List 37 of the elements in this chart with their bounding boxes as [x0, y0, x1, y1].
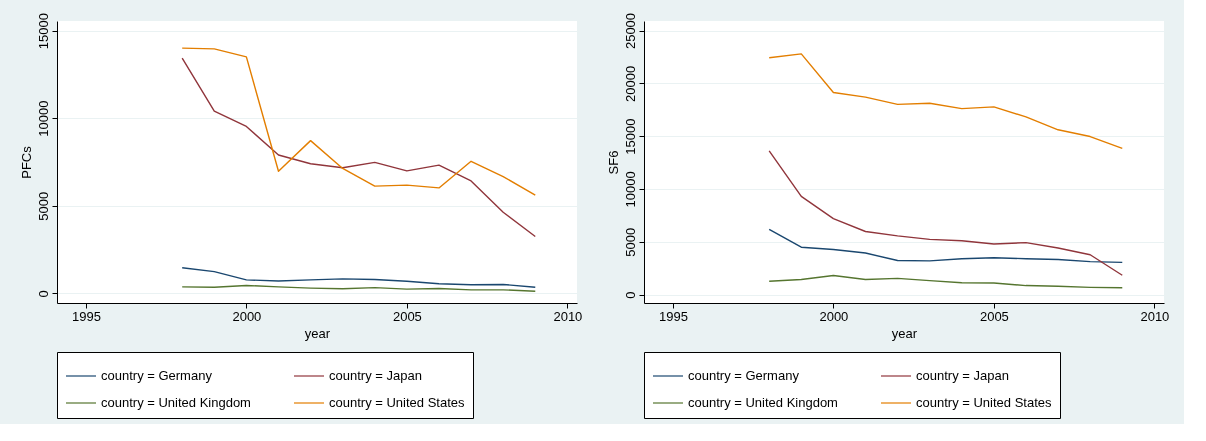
x-tick-label: 2005: [392, 308, 422, 324]
legend-label: country = United States: [329, 395, 465, 410]
line-series: [181, 57, 536, 238]
y-tick-label: 0: [622, 291, 638, 299]
x-tick-label: 2000: [232, 308, 262, 324]
line-series: [181, 47, 536, 196]
line-series: [768, 274, 1123, 289]
y-tick-label: 0: [35, 290, 51, 298]
x-axis-title: year: [891, 325, 918, 341]
y-tick-label: 25000: [622, 12, 638, 50]
y-tick-label: 10000: [35, 100, 51, 137]
x-tick-label: 1995: [71, 308, 101, 324]
x-tick-label: 2000: [819, 308, 849, 324]
legend-label: country = Japan: [329, 368, 422, 383]
legend-label: country = United Kingdom: [688, 395, 838, 410]
y-tick-label: 20000: [622, 65, 638, 102]
y-tick-label: 5000: [35, 191, 51, 221]
y-tick-label: 15000: [35, 13, 51, 50]
x-tick-label: 1995: [658, 308, 688, 324]
y-axis-title: SF6: [605, 150, 621, 175]
legend-label: country = United Kingdom: [101, 395, 251, 410]
x-tick-label: 2010: [553, 308, 583, 324]
legend-label: country = United States: [916, 395, 1052, 410]
y-axis-title: PFCs: [18, 145, 34, 179]
legend-label: country = Germany: [688, 368, 800, 383]
y-tick-label: 10000: [622, 171, 638, 208]
legend-label: country = Germany: [101, 368, 213, 383]
x-tick-label: 2010: [1140, 308, 1170, 324]
x-axis-title: year: [304, 325, 331, 341]
line-series: [181, 267, 536, 288]
x-tick-label: 2005: [979, 308, 1009, 324]
y-tick-label: 5000: [622, 227, 638, 257]
line-series: [768, 53, 1123, 150]
y-tick-label: 15000: [622, 118, 638, 155]
line-series: [768, 150, 1123, 276]
line-series: [768, 228, 1123, 264]
legend-label: country = Japan: [916, 368, 1009, 383]
